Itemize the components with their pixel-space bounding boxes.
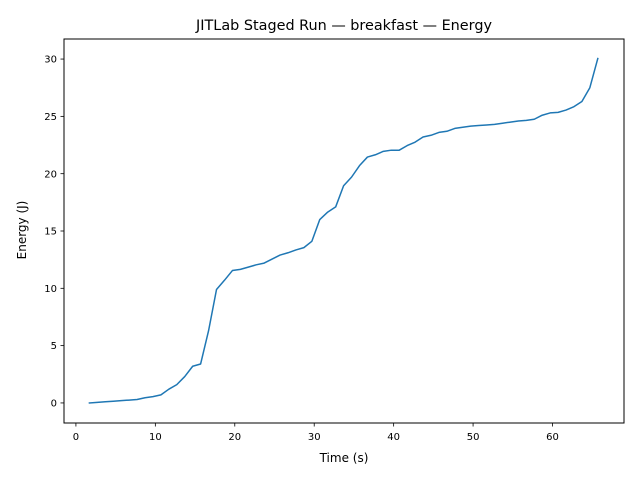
y-tick-label: 15 [44,227,57,238]
series-line-0 [88,57,599,404]
plot-area [88,57,599,404]
x-axis-label: Time (s) [319,451,369,465]
x-tick-label: 40 [387,432,400,443]
x-tick-label: 60 [546,432,559,443]
y-axis-label: Energy (J) [15,201,29,260]
y-tick-label: 5 [51,341,57,352]
x-tick-label: 20 [228,432,241,443]
y-tick-label: 25 [44,112,57,123]
y-tick-label: 10 [44,284,57,295]
y-axis: 0 5 10 15 20 25 30 [44,55,64,410]
x-tick-label: 0 [73,432,79,443]
x-tick-label: 30 [308,432,321,443]
y-tick-label: 20 [44,169,57,180]
x-tick-label: 50 [467,432,480,443]
x-axis: 0 10 20 30 40 50 60 [73,423,559,443]
x-tick-label: 10 [149,432,162,443]
plot-frame [63,38,625,424]
y-tick-label: 30 [44,55,57,66]
y-tick-label: 0 [51,399,57,410]
chart-title: JITLab Staged Run — breakfast — Energy [195,18,492,34]
